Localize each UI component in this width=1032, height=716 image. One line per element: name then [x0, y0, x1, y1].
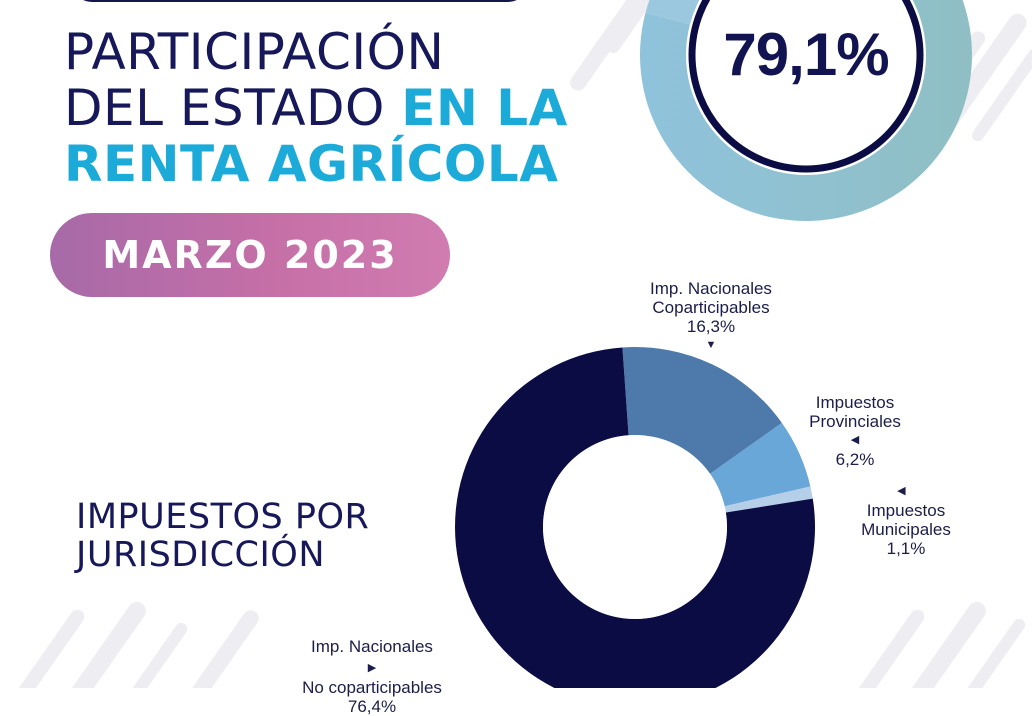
label-value: 76,4% — [347, 697, 397, 716]
donut-chart — [455, 347, 815, 688]
pointer-left-icon: ◀ — [850, 434, 860, 446]
gauge-inner-circle — [688, 0, 924, 173]
label-value: 1,1% — [886, 539, 926, 558]
label-nacionales-coparticipables: Imp. Nacionales Coparticipables 16,3% ▼ — [616, 279, 806, 355]
label-value: 6,2% — [835, 450, 875, 469]
section-title: IMPUESTOS POR JURISDICCIÓN — [76, 498, 369, 574]
title-line-1: PARTICIPACIÓN — [64, 23, 445, 81]
gauge-fill — [640, 0, 972, 221]
title-line-3: RENTA AGRÍCOLA — [64, 135, 559, 193]
label-line: Coparticipables — [652, 298, 770, 317]
title-line-2-strong: EN LA — [401, 79, 568, 137]
date-badge: MARZO 2023 — [50, 213, 450, 297]
label-line: Imp. Nacionales — [650, 279, 772, 298]
page-title: PARTICIPACIÓN DEL ESTADO EN LA RENTA AGR… — [64, 24, 568, 192]
section-title-line-1: IMPUESTOS POR — [76, 497, 370, 537]
label-provinciales: Impuestos Provinciales ◀ 6,2% — [780, 393, 930, 469]
headline-gauge — [640, 0, 972, 221]
gauge-remainder — [645, 0, 700, 25]
donut-slice-0 — [622, 347, 782, 474]
header-bar — [72, 0, 528, 2]
label-line: Provinciales — [809, 412, 901, 431]
section-title-line-2: JURISDICCIÓN — [76, 535, 326, 575]
pointer-down-icon: ▼ — [705, 339, 717, 351]
label-line: Municipales — [861, 520, 951, 539]
label-line: Impuestos — [815, 393, 895, 412]
donut-slice-3 — [455, 347, 815, 688]
label-nacionales-no-coparticipables: Imp. Nacionales ▶ No coparticipables 76,… — [262, 637, 482, 716]
label-line: Imp. Nacionales — [311, 637, 433, 656]
label-value: 16,3% — [686, 317, 736, 336]
label-line: Impuestos — [866, 501, 946, 520]
title-line-2-thin: DEL ESTADO — [64, 79, 402, 137]
donut-hole — [543, 435, 727, 619]
donut-slice-1 — [710, 422, 811, 507]
pointer-left-icon: ◀ — [897, 485, 915, 497]
headline-value: 79,1% — [723, 21, 889, 88]
label-municipales: ◀ Impuestos Municipales 1,1% — [816, 482, 996, 558]
pointer-right-icon: ▶ — [367, 662, 377, 674]
donut-slice-2 — [724, 486, 813, 513]
